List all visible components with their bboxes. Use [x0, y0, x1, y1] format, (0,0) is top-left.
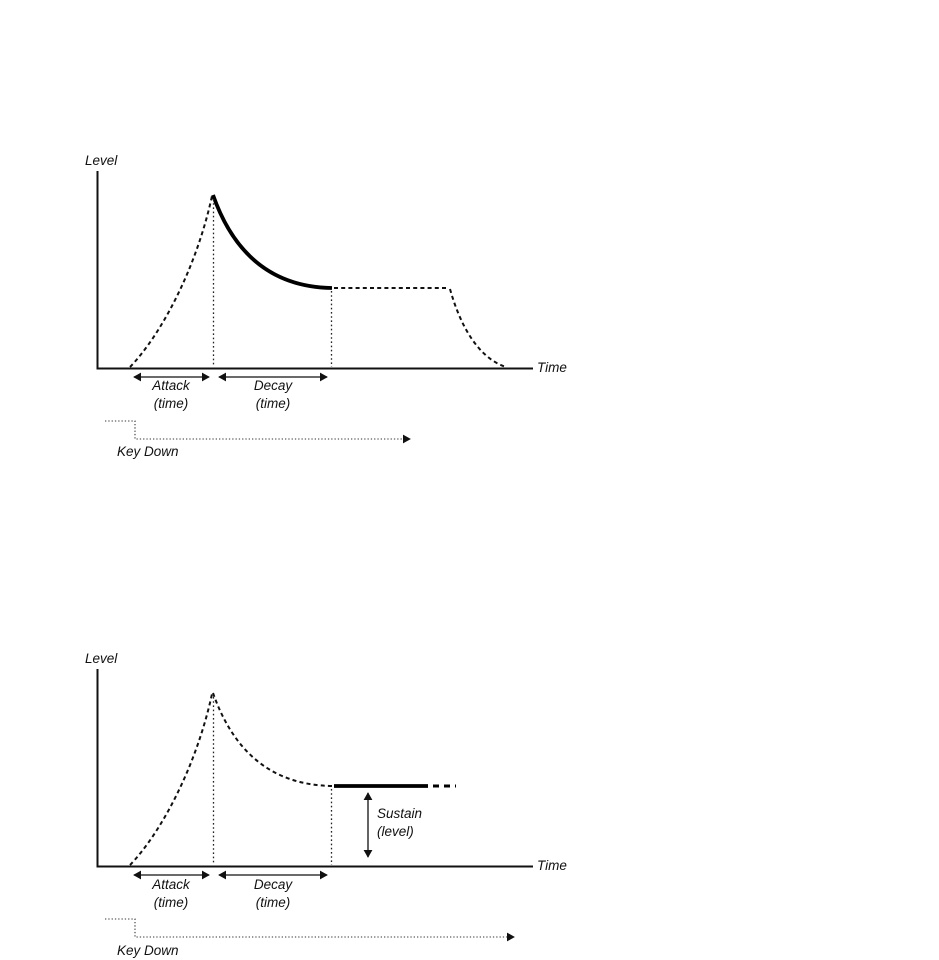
attack-label: Attack — [151, 877, 191, 892]
attack-curve — [129, 693, 213, 866]
key-down-gate-trace — [105, 918, 515, 942]
level-axis-label: Level — [85, 153, 118, 168]
sustain-sublabel: (level) — [377, 824, 414, 839]
level-axis-label: Level — [85, 651, 118, 666]
diagram-sustain: Level Time Sustain (level) Attack (time)… — [85, 651, 567, 958]
release-curve — [449, 288, 507, 368]
attack-sublabel: (time) — [154, 396, 189, 411]
key-down-gate-trace — [105, 420, 411, 444]
decay-label: Decay — [254, 877, 294, 892]
attack-sublabel: (time) — [154, 895, 189, 910]
key-down-label: Key Down — [117, 943, 179, 958]
decay-curve-highlighted — [211, 194, 333, 290]
decay-curve — [212, 692, 333, 787]
time-axis-label: Time — [537, 360, 567, 375]
diagram-attack-decay: Level Time Attack (time) Decay (time) Ke… — [85, 153, 567, 459]
attack-label: Attack — [151, 378, 191, 393]
attack-curve — [129, 195, 213, 368]
decay-sublabel: (time) — [256, 895, 291, 910]
decay-label: Decay — [254, 378, 294, 393]
key-down-label: Key Down — [117, 444, 179, 459]
decay-sublabel: (time) — [256, 396, 291, 411]
sustain-label: Sustain — [377, 806, 422, 821]
time-axis-label: Time — [537, 858, 567, 873]
